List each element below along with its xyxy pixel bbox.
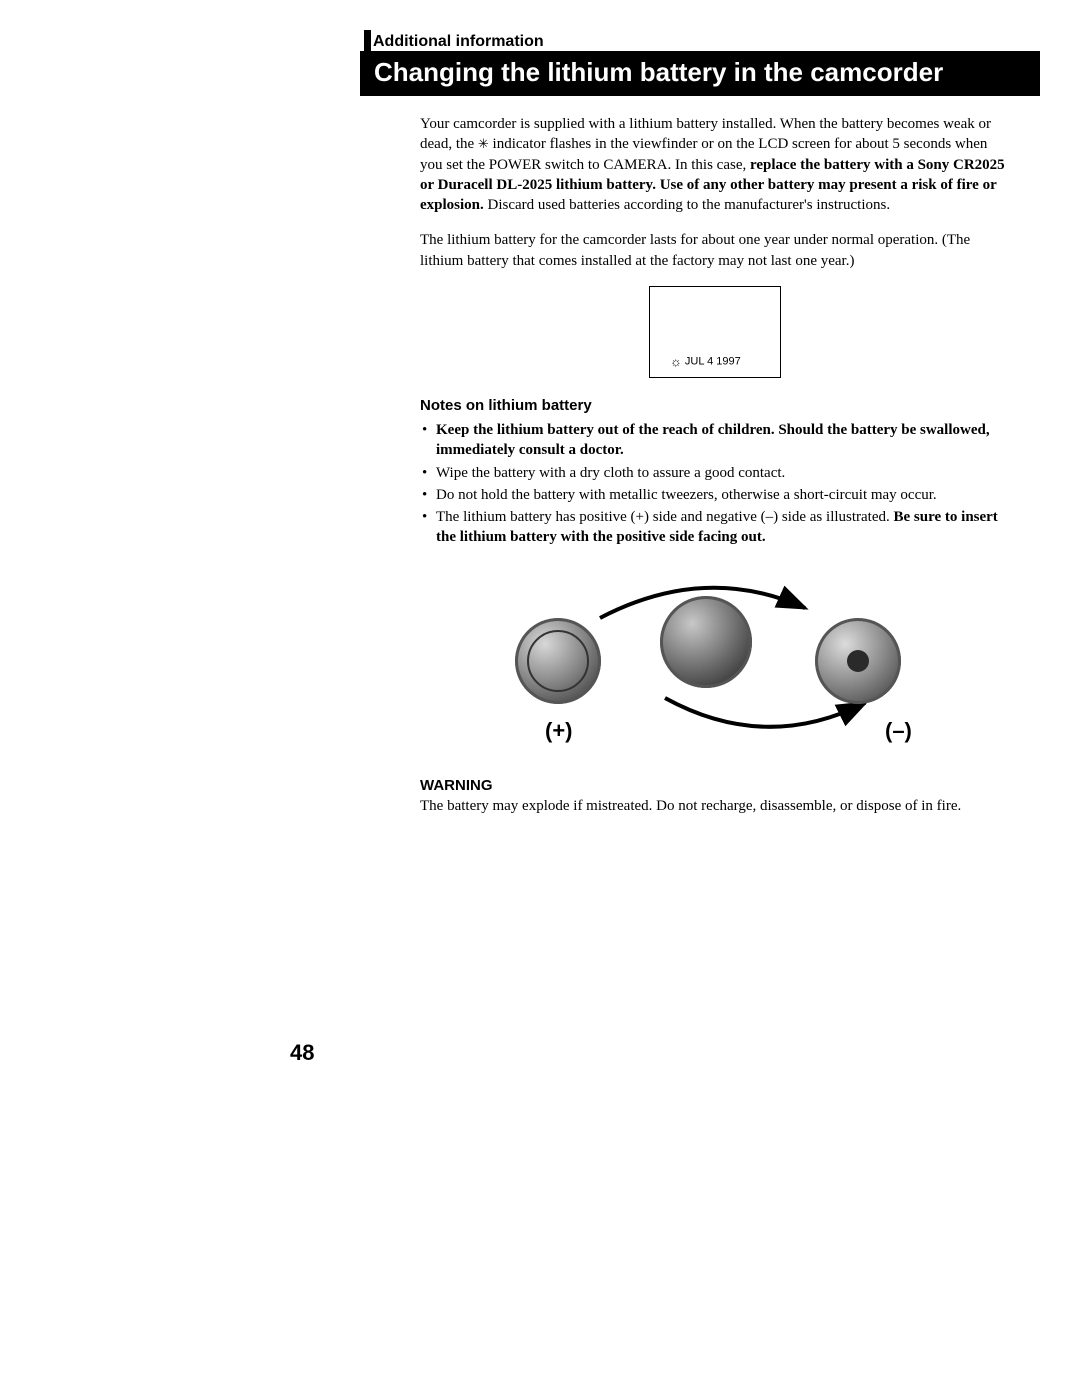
notes-list: Keep the lithium battery out of the reac… [422, 420, 1010, 548]
indicator-glyph-icon: ✳ [478, 136, 489, 151]
intro-text-c: Discard used batteries according to the … [484, 197, 890, 213]
list-item: Wipe the battery with a dry cloth to ass… [422, 463, 1010, 483]
list-item: The lithium battery has positive (+) sid… [422, 507, 1010, 548]
note-plain: Wipe the battery with a dry cloth to ass… [436, 465, 785, 481]
indicator-date: JUL 4 1997 [685, 356, 741, 368]
manual-page: Additional information Changing the lith… [0, 0, 1080, 1385]
notes-heading: Notes on lithium battery [420, 396, 1010, 416]
plus-label: (+) [545, 716, 573, 746]
minus-label: (–) [885, 716, 912, 746]
battery-edge-icon [660, 596, 752, 688]
note-plain-a: The lithium battery has positive (+) sid… [436, 509, 894, 525]
battery-positive-side-icon [515, 618, 601, 704]
battery-polarity-diagram: (+) (–) [505, 578, 925, 748]
list-item: Do not hold the battery with metallic tw… [422, 485, 1010, 505]
note-plain: Do not hold the battery with metallic tw… [436, 487, 937, 503]
warning-text: The battery may explode if mistreated. D… [420, 796, 1010, 816]
intro-paragraph-1: Your camcorder is supplied with a lithiu… [420, 114, 1010, 215]
page-header: Additional information Changing the lith… [360, 30, 1040, 96]
section-label: Additional information [364, 30, 550, 51]
lcd-indicator-diagram: ☼JUL 4 1997 [649, 286, 781, 378]
page-title: Changing the lithium battery in the camc… [360, 51, 1040, 96]
intro-paragraph-2: The lithium battery for the camcorder la… [420, 230, 1010, 271]
page-number: 48 [290, 1040, 314, 1066]
note-bold: Keep the lithium battery out of the reac… [436, 422, 990, 458]
sun-icon: ☼ [670, 353, 682, 371]
body-column: Your camcorder is supplied with a lithiu… [420, 114, 1010, 816]
list-item: Keep the lithium battery out of the reac… [422, 420, 1010, 461]
indicator-content: ☼JUL 4 1997 [670, 353, 741, 371]
warning-heading: WARNING [420, 776, 1010, 796]
battery-negative-side-icon [815, 618, 901, 704]
